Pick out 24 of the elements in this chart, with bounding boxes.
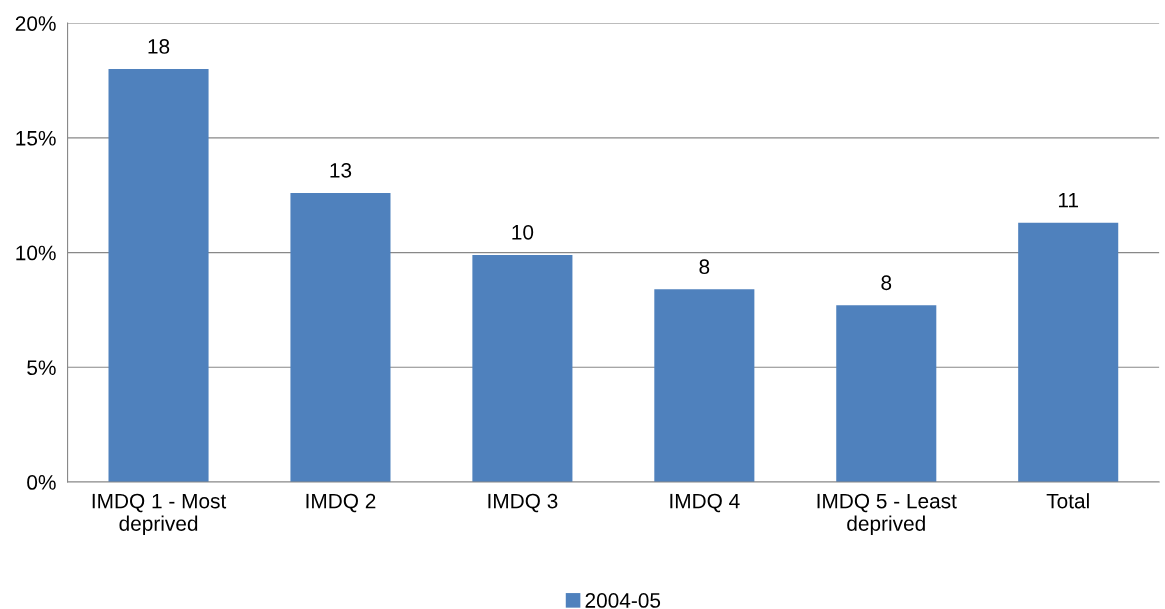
x-tick-label: Total <box>1046 493 1089 509</box>
bar <box>290 192 391 483</box>
text: 11 <box>1058 192 1079 208</box>
text: 18 <box>148 39 170 54</box>
bar <box>654 289 755 483</box>
text: 8 <box>881 275 892 291</box>
x-tick-label: IMDQ 4 <box>670 493 740 513</box>
text: 13 <box>330 162 352 178</box>
y-tick-label: 15% <box>16 130 56 146</box>
x-tick-label: IMDQ 2 <box>306 493 376 513</box>
legend-label: 2004-05 <box>585 593 661 608</box>
bar <box>1018 222 1119 483</box>
x-tick-label: IMDQ 3 <box>488 493 558 513</box>
x-tick-label: IMDQ 5 - Least deprived <box>817 493 957 535</box>
text: 10 <box>512 224 534 240</box>
bar <box>836 305 937 483</box>
bar <box>108 69 209 483</box>
bar <box>472 254 573 483</box>
text: 8 <box>699 259 710 275</box>
y-tick-label: 0% <box>27 475 56 490</box>
y-tick-label: 10% <box>16 245 56 261</box>
y-tick-label: 5% <box>27 360 56 376</box>
y-tick-label: 20% <box>15 16 56 31</box>
x-tick-label: IMDQ 1 - Most deprived <box>92 493 227 535</box>
